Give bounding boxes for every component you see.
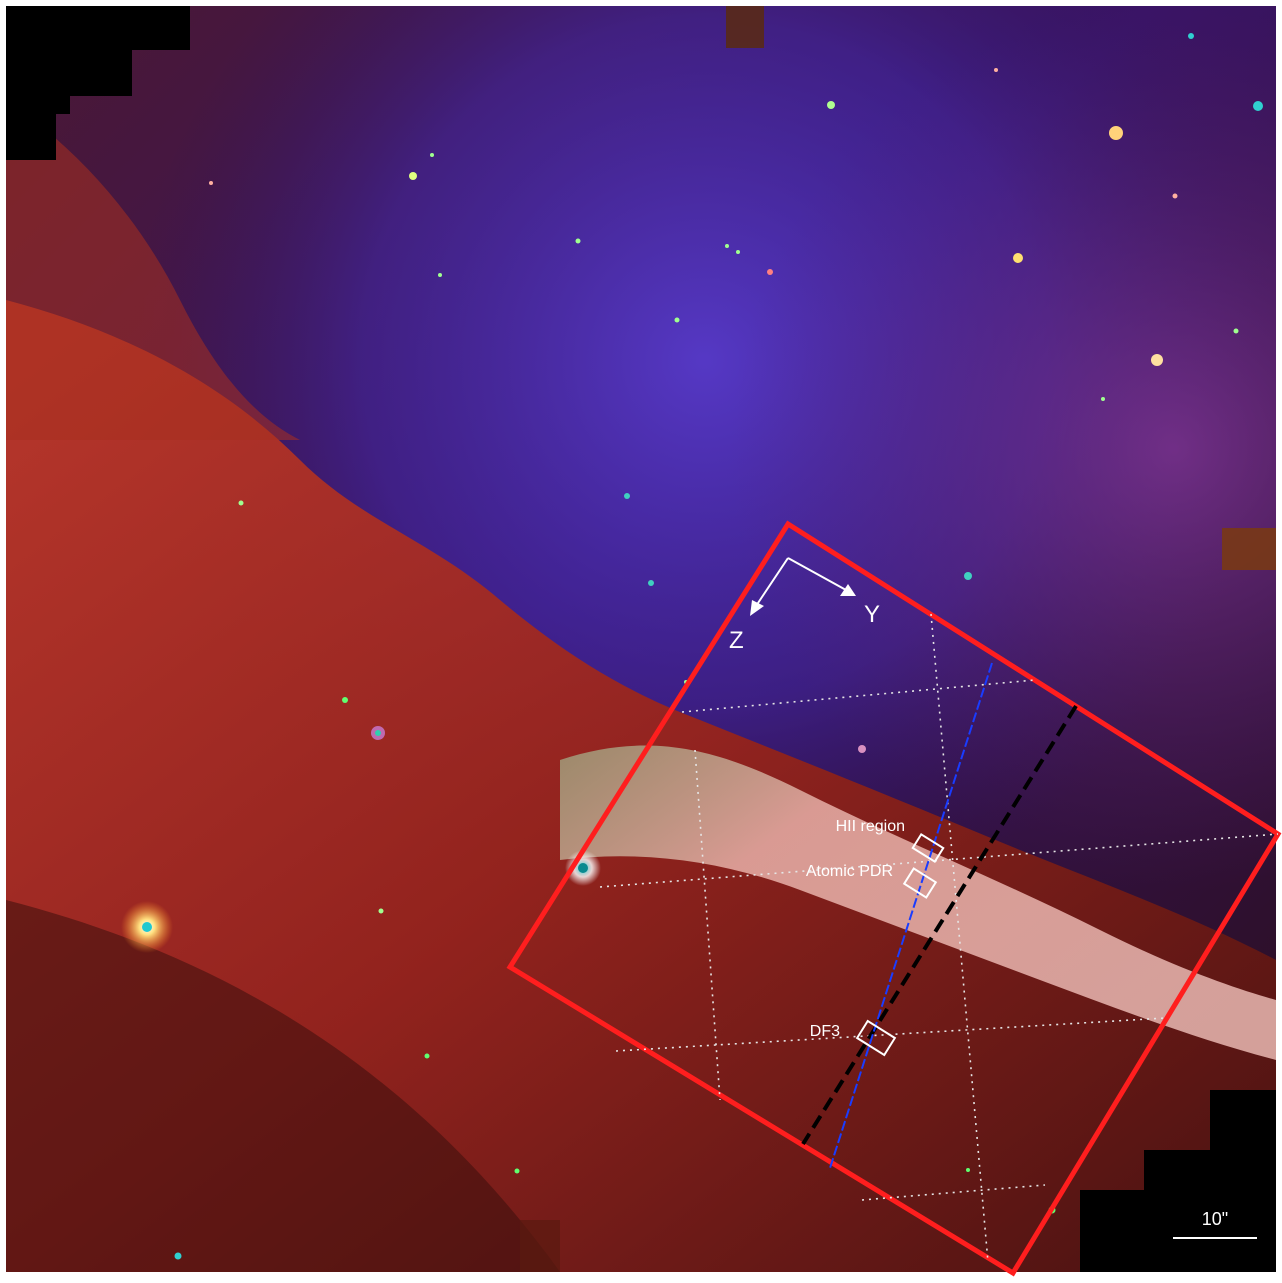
field-of-view: HII region Atomic PDR DF3 Y Z [506, 520, 1282, 1277]
star [674, 317, 680, 323]
star [858, 745, 866, 753]
star [1101, 397, 1105, 401]
dark-lower-region [6, 900, 560, 1272]
masked-patch-bottom [520, 1220, 560, 1272]
star [736, 250, 740, 254]
star [648, 580, 654, 586]
star [767, 269, 773, 275]
bright-star-bar-core [578, 863, 588, 873]
star [1188, 33, 1194, 39]
star-field [121, 33, 1263, 1260]
atomic-pdr-box [902, 867, 938, 899]
atomic-pdr-label: Atomic PDR [806, 863, 893, 880]
z-arrow-head [750, 600, 764, 616]
star [827, 101, 835, 109]
masked-patch-top [726, 6, 764, 48]
star [575, 238, 581, 244]
grid-line [861, 1184, 1046, 1201]
df3-box [855, 1019, 897, 1057]
masked-corner-top-left [6, 6, 190, 160]
masked-corner-bottom-right [1080, 1090, 1276, 1272]
star [725, 244, 729, 248]
star [375, 730, 381, 736]
grid-line [681, 679, 1036, 713]
y-arrow-shaft [787, 557, 847, 591]
grid-line [694, 749, 721, 1101]
y-axis-label: Y [864, 601, 880, 628]
star [342, 697, 348, 703]
hii-region-box [911, 832, 945, 864]
star [430, 153, 434, 157]
scale-bar-label: 10" [1202, 1209, 1228, 1229]
star [209, 181, 213, 185]
star [1253, 101, 1263, 111]
z-axis-label: Z [729, 627, 744, 654]
star [409, 172, 417, 180]
star [1233, 328, 1239, 334]
y-arrow-head [840, 584, 856, 596]
star [514, 1168, 520, 1174]
star [438, 273, 442, 277]
star [1172, 193, 1178, 199]
scale-bar: 10" [1173, 1209, 1257, 1239]
fov-outline [506, 520, 1282, 1277]
grid-line [599, 833, 1279, 888]
star [238, 500, 244, 506]
star [964, 572, 972, 580]
star [424, 1053, 430, 1059]
molecular-cloud-upper-wisps [6, 100, 300, 440]
star [1109, 126, 1123, 140]
star [994, 68, 998, 72]
bright-bar [560, 745, 1276, 1060]
star [378, 908, 384, 914]
star [624, 493, 630, 499]
df3-label: DF3 [810, 1023, 840, 1040]
z-arrow-shaft [755, 557, 789, 607]
star [1151, 354, 1163, 366]
masked-patch-right [1222, 528, 1276, 570]
bright-star-left-core [142, 922, 152, 932]
star [1013, 253, 1023, 263]
orientation-arrows [750, 557, 856, 616]
star [174, 1252, 182, 1260]
star [966, 1168, 970, 1172]
cut-line-black [801, 704, 1078, 1146]
cut-line-blue [829, 662, 993, 1169]
hii-region-label: HII region [836, 818, 905, 835]
nebula-image [6, 6, 1276, 1272]
